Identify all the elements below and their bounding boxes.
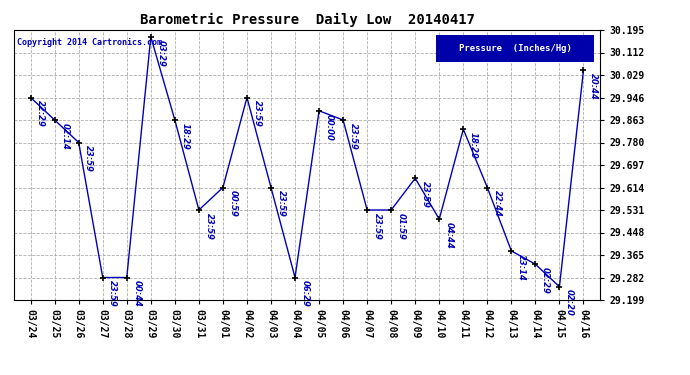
Text: 22:44: 22:44: [493, 190, 502, 217]
Text: 03:29: 03:29: [157, 39, 166, 66]
Text: Copyright 2014 Cartronics.com: Copyright 2014 Cartronics.com: [17, 38, 161, 47]
Text: 18:29: 18:29: [469, 132, 478, 159]
Text: 00:44: 00:44: [132, 280, 141, 307]
Text: 23:59: 23:59: [421, 181, 430, 208]
Text: 23:59: 23:59: [253, 100, 262, 127]
Text: 00:00: 00:00: [324, 114, 334, 140]
Text: 02:29: 02:29: [541, 267, 550, 294]
Text: 22:29: 22:29: [36, 100, 45, 127]
Text: 04:44: 04:44: [445, 222, 454, 249]
Text: 23:59: 23:59: [277, 190, 286, 217]
Text: 01:59: 01:59: [397, 213, 406, 240]
Text: 20:44: 20:44: [589, 73, 598, 100]
Text: 23:59: 23:59: [204, 213, 213, 240]
Title: Barometric Pressure  Daily Low  20140417: Barometric Pressure Daily Low 20140417: [139, 13, 475, 27]
Text: 02:14: 02:14: [60, 123, 69, 150]
Text: 18:29: 18:29: [180, 123, 189, 150]
Text: 23:59: 23:59: [373, 213, 382, 240]
Text: 23:59: 23:59: [108, 280, 117, 307]
Text: 06:29: 06:29: [301, 280, 310, 307]
Text: 23:59: 23:59: [84, 145, 93, 172]
Text: 00:59: 00:59: [228, 190, 237, 217]
Text: 02:20: 02:20: [565, 290, 574, 316]
Text: 23:14: 23:14: [517, 254, 526, 280]
Text: 23:59: 23:59: [348, 123, 357, 150]
